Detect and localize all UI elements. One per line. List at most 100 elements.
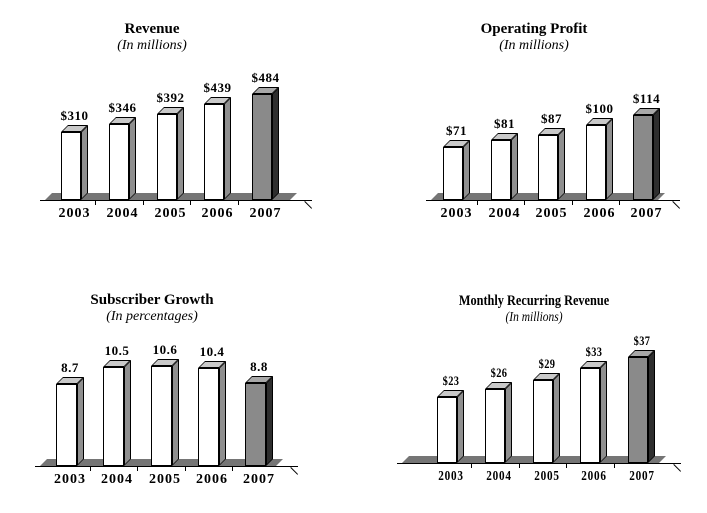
bar-2007 xyxy=(633,115,653,200)
axis-tick xyxy=(477,201,478,205)
value-label: $23 xyxy=(442,373,459,388)
value-label: 10.4 xyxy=(199,344,225,359)
axis-tick xyxy=(519,464,520,468)
value-label: 10.5 xyxy=(104,343,130,358)
category-label: 2005 xyxy=(535,206,568,221)
monthly-recurring-revenue-chart-subtitle: (In millions) xyxy=(505,310,563,325)
x-axis-line xyxy=(35,466,298,467)
axis-tick xyxy=(619,201,620,205)
axis-tick xyxy=(566,464,567,468)
axis-end-tick xyxy=(304,201,313,209)
bar-side-face xyxy=(511,133,518,200)
bar-side-face xyxy=(600,361,607,463)
bar-side-face xyxy=(219,361,226,466)
category-label: 2003 xyxy=(440,206,473,221)
bar-side-face xyxy=(266,376,273,466)
value-label: $33 xyxy=(585,344,602,359)
category-label: 2007 xyxy=(630,206,663,221)
bar-side-face xyxy=(124,360,131,466)
subscriber-growth-chart-title: Subscriber Growth xyxy=(90,292,214,308)
bar-2006 xyxy=(198,368,219,466)
axis-tick xyxy=(143,201,144,205)
bar-2004 xyxy=(103,367,124,466)
value-label: $29 xyxy=(538,356,555,371)
category-label: 2003 xyxy=(437,469,464,484)
axis-tick xyxy=(137,467,138,471)
bar-2006 xyxy=(204,104,224,200)
axis-end-tick xyxy=(672,201,681,209)
category-label: 2005 xyxy=(533,469,560,484)
bar-side-face xyxy=(457,390,464,463)
value-label: $484 xyxy=(251,70,280,85)
value-label: $87 xyxy=(541,111,562,126)
axis-tick xyxy=(95,201,96,205)
bar-2004 xyxy=(109,124,129,200)
bar-2004 xyxy=(485,389,505,463)
operating-profit-chart-subtitle: (In millions) xyxy=(499,38,569,53)
axis-tick xyxy=(90,467,91,471)
x-axis-line xyxy=(397,463,681,464)
axis-tick xyxy=(572,201,573,205)
bar-2007 xyxy=(245,383,266,466)
axis-tick xyxy=(614,464,615,468)
bar-2006 xyxy=(580,368,600,463)
bar-side-face xyxy=(77,377,84,466)
axis-tick xyxy=(190,201,191,205)
value-label: 8.8 xyxy=(250,359,268,374)
bar-2007 xyxy=(628,357,648,463)
value-label: $114 xyxy=(632,91,661,106)
category-label: 2006 xyxy=(580,469,607,484)
subscriber-growth-chart-subtitle: (In percentages) xyxy=(106,309,198,324)
category-label: 2004 xyxy=(485,469,512,484)
bar-2004 xyxy=(491,140,511,200)
category-label: 2006 xyxy=(583,206,616,221)
category-label: 2006 xyxy=(201,206,234,221)
x-axis-line xyxy=(426,200,680,201)
category-label: 2007 xyxy=(628,469,655,484)
bar-side-face xyxy=(172,359,179,466)
category-label: 2003 xyxy=(58,206,91,221)
bar-2003 xyxy=(443,147,463,200)
value-label: $310 xyxy=(60,108,89,123)
bar-2003 xyxy=(437,397,457,463)
category-label: 2005 xyxy=(149,472,181,487)
revenue-chart-subtitle: (In millions) xyxy=(117,38,187,53)
bar-side-face xyxy=(558,128,565,200)
bar-2005 xyxy=(157,114,177,200)
category-label: 2007 xyxy=(243,472,275,487)
value-label: 8.7 xyxy=(61,360,79,375)
bar-side-face xyxy=(177,107,184,200)
axis-tick xyxy=(238,201,239,205)
x-axis-line xyxy=(40,200,312,201)
value-label: $71 xyxy=(446,123,467,138)
category-label: 2007 xyxy=(249,206,282,221)
bar-side-face xyxy=(81,125,88,200)
bar-2006 xyxy=(586,125,606,200)
bar-side-face xyxy=(648,350,655,463)
bar-side-face xyxy=(129,117,136,200)
axis-tick xyxy=(524,201,525,205)
revenue-chart-title: Revenue xyxy=(124,21,180,37)
value-label: $81 xyxy=(494,116,515,131)
bar-side-face xyxy=(224,97,231,200)
bar-2005 xyxy=(151,366,172,466)
bar-side-face xyxy=(653,108,660,200)
value-label: 10.6 xyxy=(152,342,178,357)
monthly-recurring-revenue-chart-title: Monthly Recurring Revenue xyxy=(458,293,610,309)
axis-tick xyxy=(232,467,233,471)
value-label: $439 xyxy=(203,80,232,95)
category-label: 2004 xyxy=(106,206,139,221)
bar-side-face xyxy=(463,140,470,200)
bar-side-face xyxy=(606,118,613,200)
value-label: $100 xyxy=(585,101,614,116)
bar-2007 xyxy=(252,94,272,200)
value-label: $346 xyxy=(108,100,137,115)
bar-2005 xyxy=(533,380,553,463)
value-label: $37 xyxy=(633,333,650,348)
operating-profit-chart-title: Operating Profit xyxy=(480,21,588,37)
axis-end-tick xyxy=(290,467,299,475)
value-label: $26 xyxy=(490,365,507,380)
category-label: 2003 xyxy=(54,472,86,487)
category-label: 2004 xyxy=(101,472,133,487)
